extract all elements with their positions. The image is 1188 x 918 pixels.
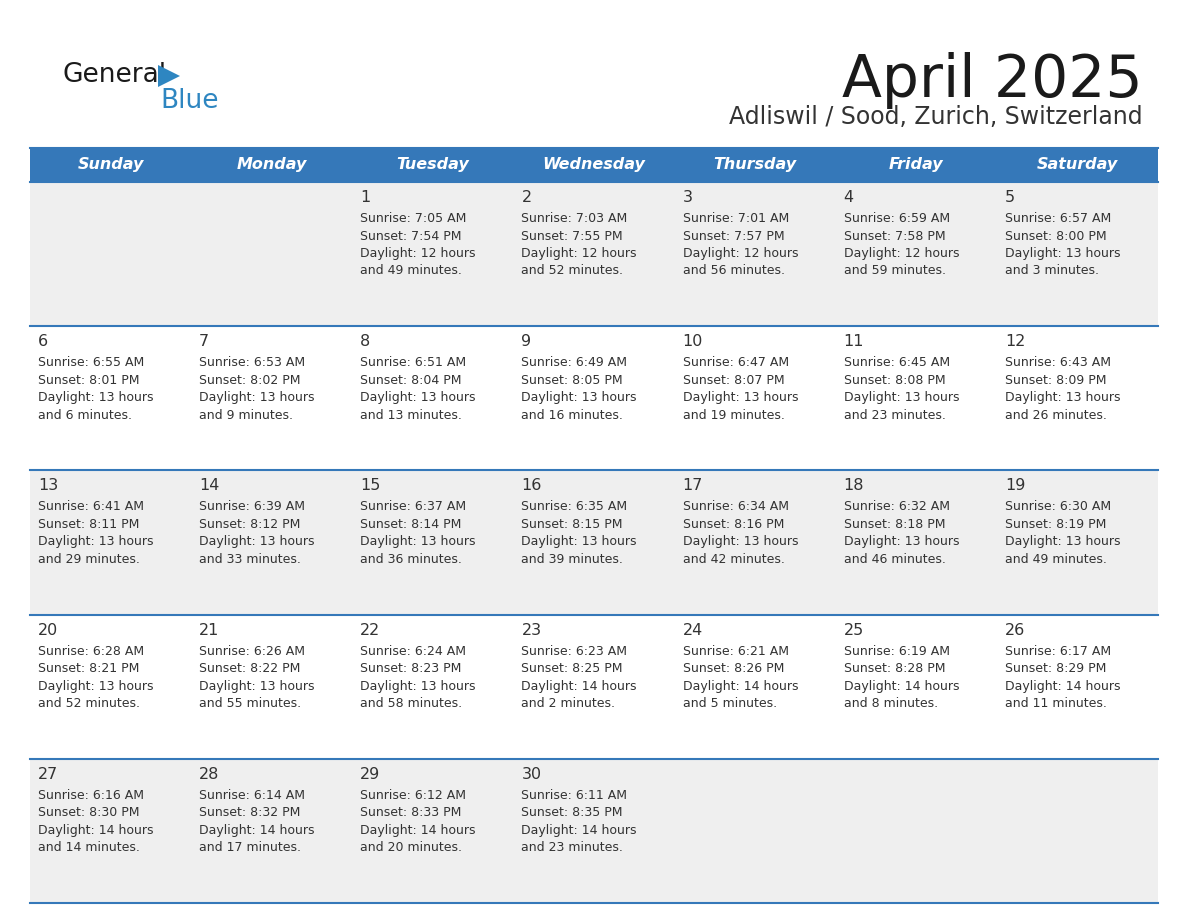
Text: Adliswil / Sood, Zurich, Switzerland: Adliswil / Sood, Zurich, Switzerland xyxy=(729,105,1143,129)
Text: 6: 6 xyxy=(38,334,49,349)
Bar xyxy=(30,326,1158,470)
Bar xyxy=(513,148,675,182)
Text: 16: 16 xyxy=(522,478,542,493)
Text: Sunrise: 6:28 AM
Sunset: 8:21 PM
Daylight: 13 hours
and 52 minutes.: Sunrise: 6:28 AM Sunset: 8:21 PM Dayligh… xyxy=(38,644,153,711)
Text: Wednesday: Wednesday xyxy=(543,158,645,173)
Text: Sunrise: 6:55 AM
Sunset: 8:01 PM
Daylight: 13 hours
and 6 minutes.: Sunrise: 6:55 AM Sunset: 8:01 PM Dayligh… xyxy=(38,356,153,421)
Text: Friday: Friday xyxy=(889,158,943,173)
Text: Sunrise: 6:51 AM
Sunset: 8:04 PM
Daylight: 13 hours
and 13 minutes.: Sunrise: 6:51 AM Sunset: 8:04 PM Dayligh… xyxy=(360,356,475,421)
Text: 25: 25 xyxy=(843,622,864,638)
Text: April 2025: April 2025 xyxy=(842,52,1143,109)
Text: 23: 23 xyxy=(522,622,542,638)
Text: 20: 20 xyxy=(38,622,58,638)
Text: General: General xyxy=(62,62,166,88)
Polygon shape xyxy=(158,65,181,87)
Text: Sunrise: 6:19 AM
Sunset: 8:28 PM
Daylight: 14 hours
and 8 minutes.: Sunrise: 6:19 AM Sunset: 8:28 PM Dayligh… xyxy=(843,644,959,711)
Text: 7: 7 xyxy=(200,334,209,349)
Text: Sunrise: 7:01 AM
Sunset: 7:57 PM
Daylight: 12 hours
and 56 minutes.: Sunrise: 7:01 AM Sunset: 7:57 PM Dayligh… xyxy=(683,212,798,277)
Bar xyxy=(835,148,997,182)
Bar xyxy=(675,148,835,182)
Text: 10: 10 xyxy=(683,334,703,349)
Bar xyxy=(353,148,513,182)
Text: Saturday: Saturday xyxy=(1037,158,1118,173)
Text: Tuesday: Tuesday xyxy=(397,158,469,173)
Text: 4: 4 xyxy=(843,190,854,205)
Text: 27: 27 xyxy=(38,767,58,782)
Text: 26: 26 xyxy=(1005,622,1025,638)
Text: Sunrise: 6:53 AM
Sunset: 8:02 PM
Daylight: 13 hours
and 9 minutes.: Sunrise: 6:53 AM Sunset: 8:02 PM Dayligh… xyxy=(200,356,315,421)
Text: Sunrise: 6:14 AM
Sunset: 8:32 PM
Daylight: 14 hours
and 17 minutes.: Sunrise: 6:14 AM Sunset: 8:32 PM Dayligh… xyxy=(200,789,315,855)
Text: Sunrise: 6:57 AM
Sunset: 8:00 PM
Daylight: 13 hours
and 3 minutes.: Sunrise: 6:57 AM Sunset: 8:00 PM Dayligh… xyxy=(1005,212,1120,277)
Text: 28: 28 xyxy=(200,767,220,782)
Bar xyxy=(30,470,1158,614)
Text: 12: 12 xyxy=(1005,334,1025,349)
Text: Sunrise: 6:30 AM
Sunset: 8:19 PM
Daylight: 13 hours
and 49 minutes.: Sunrise: 6:30 AM Sunset: 8:19 PM Dayligh… xyxy=(1005,500,1120,565)
Text: Sunrise: 6:16 AM
Sunset: 8:30 PM
Daylight: 14 hours
and 14 minutes.: Sunrise: 6:16 AM Sunset: 8:30 PM Dayligh… xyxy=(38,789,153,855)
Text: 14: 14 xyxy=(200,478,220,493)
Bar xyxy=(30,148,191,182)
Text: Thursday: Thursday xyxy=(714,158,797,173)
Text: 5: 5 xyxy=(1005,190,1015,205)
Text: 30: 30 xyxy=(522,767,542,782)
Text: 19: 19 xyxy=(1005,478,1025,493)
Text: 3: 3 xyxy=(683,190,693,205)
Text: 18: 18 xyxy=(843,478,864,493)
Text: 15: 15 xyxy=(360,478,380,493)
Text: 29: 29 xyxy=(360,767,380,782)
Text: Sunrise: 6:43 AM
Sunset: 8:09 PM
Daylight: 13 hours
and 26 minutes.: Sunrise: 6:43 AM Sunset: 8:09 PM Dayligh… xyxy=(1005,356,1120,421)
Text: Sunrise: 6:23 AM
Sunset: 8:25 PM
Daylight: 14 hours
and 2 minutes.: Sunrise: 6:23 AM Sunset: 8:25 PM Dayligh… xyxy=(522,644,637,711)
Text: Sunrise: 7:05 AM
Sunset: 7:54 PM
Daylight: 12 hours
and 49 minutes.: Sunrise: 7:05 AM Sunset: 7:54 PM Dayligh… xyxy=(360,212,475,277)
Text: Sunrise: 7:03 AM
Sunset: 7:55 PM
Daylight: 12 hours
and 52 minutes.: Sunrise: 7:03 AM Sunset: 7:55 PM Dayligh… xyxy=(522,212,637,277)
Text: Sunrise: 6:26 AM
Sunset: 8:22 PM
Daylight: 13 hours
and 55 minutes.: Sunrise: 6:26 AM Sunset: 8:22 PM Dayligh… xyxy=(200,644,315,711)
Text: 8: 8 xyxy=(360,334,371,349)
Text: Sunrise: 6:24 AM
Sunset: 8:23 PM
Daylight: 13 hours
and 58 minutes.: Sunrise: 6:24 AM Sunset: 8:23 PM Dayligh… xyxy=(360,644,475,711)
Text: 13: 13 xyxy=(38,478,58,493)
Text: 9: 9 xyxy=(522,334,531,349)
Text: Blue: Blue xyxy=(160,88,219,114)
Bar xyxy=(191,148,353,182)
Text: 21: 21 xyxy=(200,622,220,638)
Text: Sunrise: 6:59 AM
Sunset: 7:58 PM
Daylight: 12 hours
and 59 minutes.: Sunrise: 6:59 AM Sunset: 7:58 PM Dayligh… xyxy=(843,212,959,277)
Text: 11: 11 xyxy=(843,334,864,349)
Text: 24: 24 xyxy=(683,622,703,638)
Text: Sunrise: 6:37 AM
Sunset: 8:14 PM
Daylight: 13 hours
and 36 minutes.: Sunrise: 6:37 AM Sunset: 8:14 PM Dayligh… xyxy=(360,500,475,565)
Text: Sunday: Sunday xyxy=(77,158,144,173)
Text: Sunrise: 6:21 AM
Sunset: 8:26 PM
Daylight: 14 hours
and 5 minutes.: Sunrise: 6:21 AM Sunset: 8:26 PM Dayligh… xyxy=(683,644,798,711)
Text: Sunrise: 6:35 AM
Sunset: 8:15 PM
Daylight: 13 hours
and 39 minutes.: Sunrise: 6:35 AM Sunset: 8:15 PM Dayligh… xyxy=(522,500,637,565)
Text: 1: 1 xyxy=(360,190,371,205)
Bar xyxy=(30,614,1158,759)
Bar xyxy=(30,759,1158,903)
Text: Sunrise: 6:47 AM
Sunset: 8:07 PM
Daylight: 13 hours
and 19 minutes.: Sunrise: 6:47 AM Sunset: 8:07 PM Dayligh… xyxy=(683,356,798,421)
Text: Sunrise: 6:12 AM
Sunset: 8:33 PM
Daylight: 14 hours
and 20 minutes.: Sunrise: 6:12 AM Sunset: 8:33 PM Dayligh… xyxy=(360,789,475,855)
Text: Sunrise: 6:41 AM
Sunset: 8:11 PM
Daylight: 13 hours
and 29 minutes.: Sunrise: 6:41 AM Sunset: 8:11 PM Dayligh… xyxy=(38,500,153,565)
Text: Sunrise: 6:17 AM
Sunset: 8:29 PM
Daylight: 14 hours
and 11 minutes.: Sunrise: 6:17 AM Sunset: 8:29 PM Dayligh… xyxy=(1005,644,1120,711)
Text: Sunrise: 6:45 AM
Sunset: 8:08 PM
Daylight: 13 hours
and 23 minutes.: Sunrise: 6:45 AM Sunset: 8:08 PM Dayligh… xyxy=(843,356,959,421)
Text: 2: 2 xyxy=(522,190,531,205)
Text: Sunrise: 6:49 AM
Sunset: 8:05 PM
Daylight: 13 hours
and 16 minutes.: Sunrise: 6:49 AM Sunset: 8:05 PM Dayligh… xyxy=(522,356,637,421)
Text: 22: 22 xyxy=(360,622,380,638)
Text: 17: 17 xyxy=(683,478,703,493)
Text: Monday: Monday xyxy=(236,158,307,173)
Bar xyxy=(30,182,1158,326)
Text: Sunrise: 6:34 AM
Sunset: 8:16 PM
Daylight: 13 hours
and 42 minutes.: Sunrise: 6:34 AM Sunset: 8:16 PM Dayligh… xyxy=(683,500,798,565)
Text: Sunrise: 6:11 AM
Sunset: 8:35 PM
Daylight: 14 hours
and 23 minutes.: Sunrise: 6:11 AM Sunset: 8:35 PM Dayligh… xyxy=(522,789,637,855)
Text: Sunrise: 6:39 AM
Sunset: 8:12 PM
Daylight: 13 hours
and 33 minutes.: Sunrise: 6:39 AM Sunset: 8:12 PM Dayligh… xyxy=(200,500,315,565)
Text: Sunrise: 6:32 AM
Sunset: 8:18 PM
Daylight: 13 hours
and 46 minutes.: Sunrise: 6:32 AM Sunset: 8:18 PM Dayligh… xyxy=(843,500,959,565)
Bar xyxy=(997,148,1158,182)
